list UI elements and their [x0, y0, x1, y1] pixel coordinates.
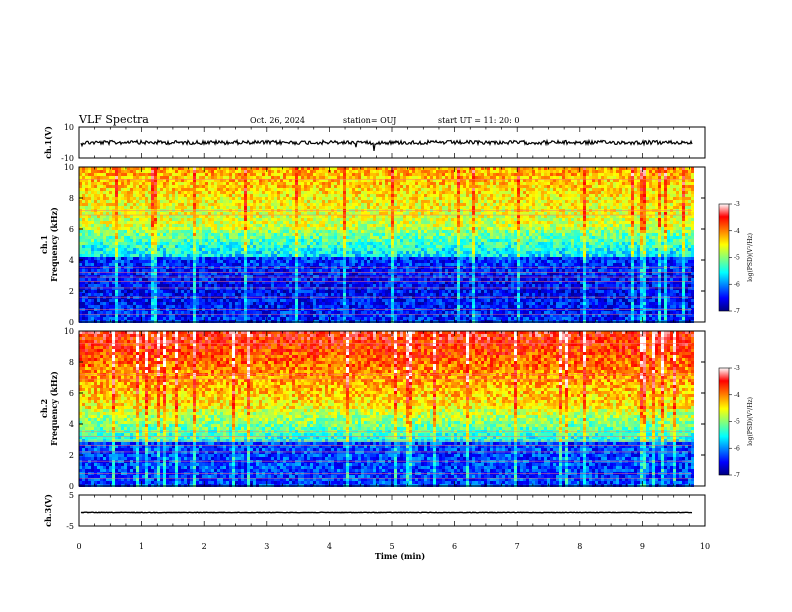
y-tick-label: 0 — [69, 482, 74, 491]
x-tick-label: 3 — [264, 542, 269, 551]
colorbar-tick-label: -6 — [734, 445, 740, 452]
colorbar-tick-label: -3 — [734, 365, 740, 372]
y-tick-label: 4 — [69, 420, 74, 429]
chart-start-time: start UT = 11: 20: 0 — [438, 116, 519, 125]
x-tick-label: 1 — [139, 542, 144, 551]
ch1-spectrogram-panel: 0 2 4 6 8 10 ch.1 Frequency (kHz) — [39, 163, 706, 327]
y-tick-label: 5 — [69, 491, 74, 500]
x-tick-label: 6 — [452, 542, 457, 551]
y-tick-label: 8 — [69, 358, 74, 367]
chart-date: Oct. 26, 2024 — [250, 116, 305, 125]
colorbar-tick-label: -5 — [734, 419, 740, 426]
y-axis-label: Frequency (kHz) — [49, 207, 59, 282]
colorbar-tick-label: -7 — [734, 308, 740, 315]
x-axis-label: Time (min) — [375, 551, 425, 561]
y-axis-label: Frequency (kHz) — [49, 371, 59, 446]
colorbar-tick-label: -5 — [734, 255, 740, 262]
y-tick-label: 4 — [69, 256, 74, 265]
y-tick-label: 2 — [69, 451, 74, 460]
colorbar-tick-label: -6 — [734, 281, 740, 288]
y-tick-label: 6 — [69, 225, 74, 234]
x-tick-label: 9 — [640, 542, 645, 551]
spectrogram-image — [79, 167, 694, 323]
colorbar-label: log(PSD)(V²/Hz) — [747, 233, 754, 282]
y-tick-label: -5 — [66, 522, 74, 531]
chart-title: VLF Spectra — [79, 113, 149, 126]
colorbar-gradient — [718, 203, 730, 312]
y-tick-label: 8 — [69, 194, 74, 203]
waveform-trace — [80, 138, 693, 151]
colorbar-gradient — [718, 367, 730, 476]
y-tick-label: -10 — [61, 154, 74, 163]
y-tick-label: 6 — [69, 389, 74, 398]
y-tick-label: 2 — [69, 287, 74, 296]
y-tick-label: 10 — [64, 327, 74, 336]
channel-label: ch.1 — [39, 235, 49, 254]
y-axis-label: ch.3(V) — [43, 494, 53, 527]
ch2-spectrogram-panel: 0 2 4 6 8 10 ch.2 Frequency (kHz) — [39, 327, 706, 491]
spectrogram-image — [79, 331, 694, 487]
y-tick-label: 10 — [64, 163, 74, 172]
channel-label: ch.2 — [39, 399, 49, 418]
y-tick-label: 0 — [69, 318, 74, 327]
colorbar-tick-label: -4 — [734, 392, 740, 399]
colorbar-label: log(PSD)(V²/Hz) — [747, 397, 754, 446]
ch1-waveform-panel: 10 -10 ch.1(V) — [43, 123, 706, 163]
y-tick-label: 10 — [64, 123, 74, 132]
ch1-colorbar: -3 -4 -5 -6 -7 log(PSD)(V²/Hz) — [718, 201, 754, 315]
x-tick-label: 7 — [515, 542, 520, 551]
y-axis-label: ch.1(V) — [43, 126, 53, 159]
colorbar-tick-label: -4 — [734, 228, 740, 235]
colorbar-tick-label: -7 — [734, 472, 740, 479]
x-tick-label: 0 — [76, 542, 81, 551]
x-tick-label: 8 — [577, 542, 582, 551]
colorbar-tick-label: -3 — [734, 201, 740, 208]
x-tick-label: 10 — [700, 542, 710, 551]
x-tick-label: 4 — [327, 542, 332, 551]
ch2-colorbar: -3 -4 -5 -6 -7 log(PSD)(V²/Hz) — [718, 365, 754, 479]
time-axis: 0 1 2 3 4 5 6 7 8 9 10 Time (min) — [76, 127, 710, 561]
x-tick-label: 2 — [202, 542, 207, 551]
chart-station: station= OUJ — [343, 116, 396, 125]
ch3-waveform-panel: 5 -5 ch.3(V) — [43, 491, 706, 531]
waveform-trace — [80, 511, 693, 514]
x-tick-label: 5 — [389, 542, 394, 551]
